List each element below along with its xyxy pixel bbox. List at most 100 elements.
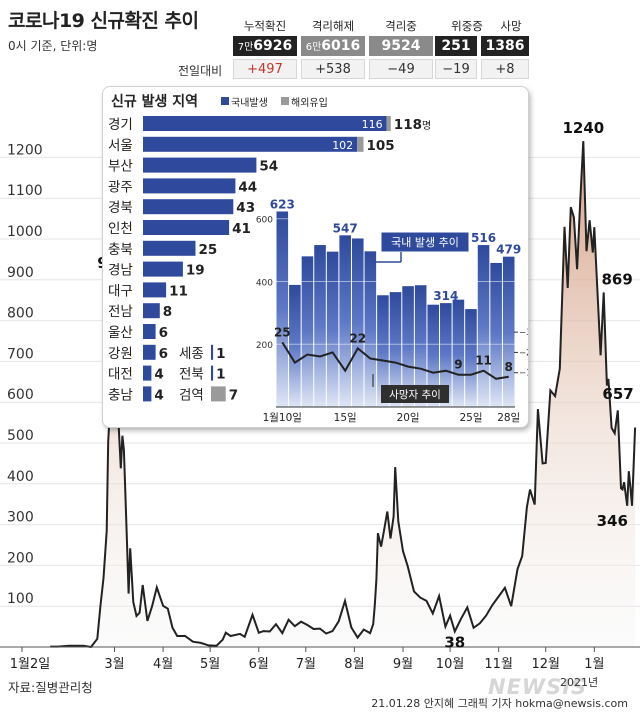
region-total-value: 11 [169, 283, 188, 299]
region-bar-domestic [143, 116, 387, 131]
region-label: 강원 [108, 346, 133, 362]
region-label: 충북 [108, 242, 133, 258]
year-label: 2021년 [560, 676, 599, 689]
domestic-trend-bar [389, 292, 402, 407]
x-tick-label: 5월 [200, 657, 220, 672]
region-total-value: 6 [159, 346, 168, 362]
y-tick-label: 200 [7, 550, 34, 566]
region-total-value: 44 [238, 179, 257, 195]
peak-label: 346 [597, 512, 628, 530]
x-tick-label: 1월 [584, 657, 604, 672]
trend-line [50, 141, 637, 649]
domestic-trend-bar [377, 295, 389, 407]
y-tick-label: 300 [7, 510, 34, 526]
chart-title: 코로나19 신규확진 추이 [8, 10, 199, 32]
domestic-trend-bar [351, 238, 364, 407]
y-tick-label: 1200 [7, 142, 43, 158]
region-label: 경기 [108, 117, 133, 133]
region-bar-domestic [143, 199, 234, 215]
region-label: 인천 [108, 221, 133, 237]
region-bar-overseas [386, 116, 391, 131]
x-tick-label: 7월 [296, 657, 316, 672]
y-tick-label: 500 [7, 428, 34, 444]
region-chart-title: 신규 발생 지역 [111, 93, 198, 110]
x-tick-label: 1월2일 [10, 657, 50, 672]
stat-label-critical: 위중증 [451, 19, 483, 33]
peak-label: 38 [444, 633, 465, 651]
stat-number: 6926 [253, 38, 293, 54]
domestic-x-tick-label: 15일 [334, 411, 357, 424]
region-label: 부산 [108, 159, 133, 175]
region-total-value: 41 [232, 221, 251, 237]
region-bar-domestic [143, 136, 358, 152]
domestic-trend-bar [402, 286, 414, 407]
region-total-value: 4 [154, 387, 163, 403]
death-trend-value: 22 [349, 331, 366, 345]
callout-box [381, 385, 449, 403]
region-bar-domestic [211, 365, 214, 381]
inset-panel: 신규 발생 지역 국내발생 해외유입 경기 116 118명 서울 102 105 부산 54… [103, 87, 537, 427]
x-axis-labels: 1월2일 3월 4월 5월 6월 7월 8월 9월 10월 11월 12월 1월 [10, 647, 604, 672]
region-bar-domestic [143, 220, 230, 235]
y-tick-label: 900 [7, 265, 34, 281]
death-trend-value: 11 [475, 354, 492, 368]
domestic-trend-bar [314, 245, 326, 407]
region-bar-domestic [143, 178, 236, 194]
region-label: 경북 [108, 200, 133, 216]
domestic-trend-callout: 국내 발생 추이 [373, 231, 470, 263]
stat-diff-deaths: +8 [481, 59, 529, 79]
peak-label: 869 [601, 270, 632, 288]
domestic-trend-value: 314 [433, 289, 458, 303]
domestic-x-tick-label: 20일 [397, 411, 420, 424]
death-trend-line [281, 341, 509, 380]
stat-diff-cumulative: +497 [233, 59, 297, 79]
domestic-trend-bar [339, 235, 351, 407]
region-label: 경남 [108, 263, 133, 279]
domestic-x-tick-label: 25일 [459, 411, 482, 424]
x-tick-label: 6월 [249, 657, 269, 672]
y-tick-label: 800 [7, 306, 34, 322]
x-tick-label: 10월 [436, 657, 465, 672]
watermark: NEWSIS [488, 675, 588, 699]
death-trend-callout: 사망자 추이 [372, 374, 449, 403]
legend-domestic-label: 국내발생 [231, 97, 268, 109]
y-tick-label: 100 [7, 591, 34, 607]
region-label: 울산 [108, 325, 133, 341]
region-total-value: 43 [236, 200, 255, 216]
stat-value-released: 6만6016 [301, 36, 365, 56]
death-y-tick-label: −20 [519, 348, 528, 358]
region-bar-domestic [143, 344, 156, 360]
domestic-y-tick-label: 200 [256, 341, 273, 351]
x-tick-label: 4월 [153, 657, 173, 672]
region-total-value: 25 [199, 242, 218, 258]
region-inner-value: 102 [332, 139, 353, 152]
region-bar-overseas [357, 136, 364, 152]
death-trend-value: 8 [505, 360, 513, 374]
region-label: 전북 [179, 367, 204, 383]
region-label: 세종 [179, 346, 204, 362]
region-bar-domestic [143, 386, 152, 402]
trend-area [50, 141, 636, 647]
domestic-x-tick-label: 28일 [497, 411, 520, 424]
region-label: 대구 [108, 283, 133, 299]
stat-label-isolated: 격리중 [385, 19, 417, 33]
region-total-value: 105 [367, 138, 395, 154]
domestic-trend-bar [427, 304, 440, 407]
region-label: 검역 [179, 387, 204, 403]
y-tick-label: 600 [7, 387, 34, 403]
domestic-trend-bar [477, 245, 490, 407]
domestic-trend-value: 547 [333, 221, 358, 235]
x-tick-label: 8월 [344, 657, 364, 672]
day-change-label: 전일대비 [178, 64, 223, 78]
domestic-trend-bar [440, 303, 452, 407]
domestic-trend-bar [364, 251, 377, 407]
death-trend-value: 25 [274, 325, 291, 339]
death-trend-labels: 25 22 9 11 8 −10 −20 −30 [274, 325, 537, 378]
domestic-y-tick-label: 400 [256, 278, 273, 288]
domestic-trend-bar [326, 251, 339, 407]
y-tick-label: 1000 [7, 224, 43, 240]
stat-label-deaths: 사망 [500, 19, 522, 33]
